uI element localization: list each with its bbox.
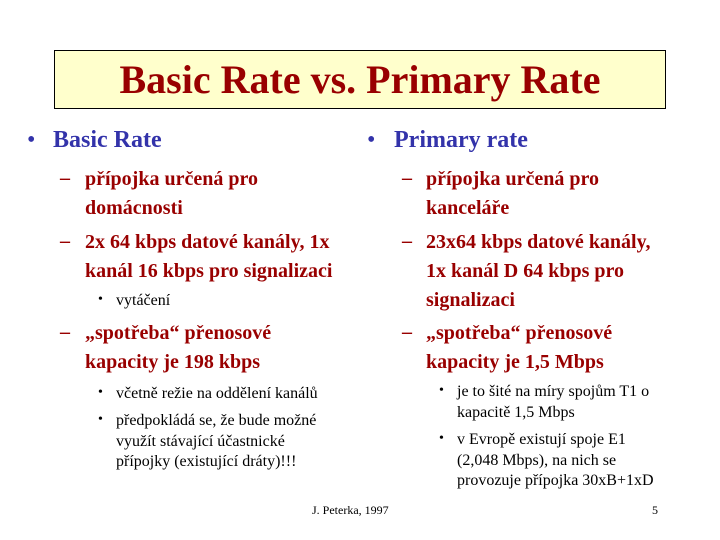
right-item-4: je to šité na míry spojům T1 o kapacitě … xyxy=(457,382,649,423)
bullet-dot-icon: • xyxy=(439,431,444,446)
left-item-4: „spotřeba“ přenosové kapacity je 198 kbp… xyxy=(85,319,271,377)
text-line: domácnosti xyxy=(85,197,183,219)
text-line: kapacity je 1,5 Mbps xyxy=(426,351,604,373)
text-line: vytáčení xyxy=(116,292,171,309)
text-line: „spotřeba“ přenosové xyxy=(426,322,613,344)
text-line: v Evropě existují spoje E1 xyxy=(457,431,626,448)
text-line: je to šité na míry spojům T1 o xyxy=(457,383,650,400)
text-line: 1x kanál D 64 kbps pro xyxy=(426,260,625,282)
text-line: 2x 64 kbps datové kanály, 1x xyxy=(85,231,330,253)
left-item-5: včetně režie na oddělení kanálů xyxy=(116,384,318,405)
dash-icon: – xyxy=(402,321,412,343)
text-line: kapacity je 198 kbps xyxy=(85,351,261,373)
text-line: kanceláře xyxy=(426,197,510,219)
title-box: Basic Rate vs. Primary Rate xyxy=(54,50,666,109)
bullet-dot-icon: • xyxy=(98,292,103,307)
right-heading: Primary rate xyxy=(394,127,528,153)
bullet-dot-icon: • xyxy=(439,383,444,398)
text-line: provozuje přípojka 30xB+1xD xyxy=(457,472,654,489)
left-item-6: předpokládá se, že bude možné využít stá… xyxy=(116,411,316,473)
text-line: kanál 16 kbps pro signalizaci xyxy=(85,260,333,282)
left-item-1: přípojka určená pro domácnosti xyxy=(85,165,258,223)
text-line: přípojka určená pro xyxy=(85,168,258,190)
text-line: 23x64 kbps datové kanály, xyxy=(426,231,651,253)
text-line: kapacitě 1,5 Mbps xyxy=(457,403,575,421)
dash-icon: – xyxy=(60,167,70,189)
right-item-1: přípojka určená pro kanceláře xyxy=(426,165,599,223)
bullet-dot-icon: • xyxy=(98,412,103,427)
text-line: (2,048 Mbps), na nich se xyxy=(457,451,617,469)
dash-icon: – xyxy=(402,167,412,189)
right-item-2: 23x64 kbps datové kanály, 1x kanál D 64 … xyxy=(426,228,651,315)
text-line: přípojka určená pro xyxy=(426,168,599,190)
bullet-dot-icon: • xyxy=(27,127,36,153)
text-line: využít stávající účastnické xyxy=(116,432,285,450)
left-item-2: 2x 64 kbps datové kanály, 1x kanál 16 kb… xyxy=(85,228,332,286)
text-line: předpokládá se, že bude možné xyxy=(116,412,317,429)
bullet-dot-icon: • xyxy=(367,127,376,153)
right-item-3: „spotřeba“ přenosové kapacity je 1,5 Mbp… xyxy=(426,319,612,377)
right-item-5: v Evropě existují spoje E1 (2,048 Mbps),… xyxy=(457,430,654,492)
left-heading: Basic Rate xyxy=(53,127,162,153)
text-line: přípojky (existující dráty)!!! xyxy=(116,453,297,470)
dash-icon: – xyxy=(60,230,70,252)
slide-title: Basic Rate vs. Primary Rate xyxy=(119,56,601,102)
left-item-3: vytáčení xyxy=(116,291,170,312)
dash-icon: – xyxy=(60,321,70,343)
text-line: včetně režie na oddělení kanálů xyxy=(116,385,318,402)
bullet-dot-icon: • xyxy=(98,385,103,400)
text-line: signalizaci xyxy=(426,289,515,311)
dash-icon: – xyxy=(402,230,412,252)
footer-author: J. Peterka, 1997 xyxy=(312,503,389,517)
page-number: 5 xyxy=(652,503,658,517)
text-line: „spotřeba“ přenosové xyxy=(85,322,272,344)
